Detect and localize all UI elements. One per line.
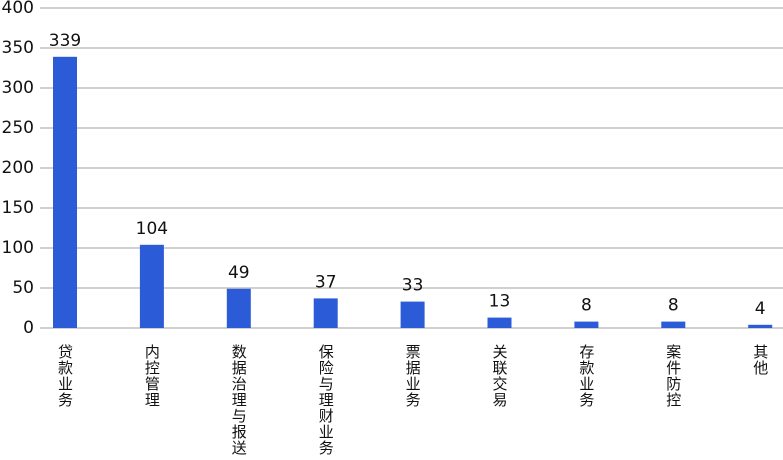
x-tick-label: 贷款业务: [56, 344, 74, 408]
bar: [574, 321, 599, 328]
x-tick-label: 数据治理与报送: [230, 344, 248, 456]
y-tick-label: 150: [2, 198, 34, 218]
value-label: 49: [228, 263, 250, 283]
y-tick-label: 250: [2, 118, 34, 138]
x-tick-label: 存款业务: [577, 344, 595, 408]
y-tick-label: 100: [2, 238, 34, 258]
value-label: 33: [402, 276, 424, 296]
y-tick-label: 50: [12, 278, 34, 298]
bar: [139, 244, 164, 328]
x-tick-label: 案件防控: [664, 343, 682, 408]
x-tick-label: 内控管理: [143, 344, 161, 408]
value-label: 8: [581, 296, 592, 316]
x-tick-label: 关联交易: [491, 344, 509, 408]
y-tick-label: 400: [2, 0, 34, 18]
bar: [748, 324, 773, 328]
bar: [313, 298, 338, 328]
x-tick-label: 票据业务: [404, 344, 422, 408]
value-label: 13: [489, 292, 511, 312]
bar: [53, 56, 77, 329]
x-tick-label: 其他: [751, 344, 769, 376]
value-label: 8: [668, 296, 679, 316]
bar: [400, 301, 425, 328]
bar: [226, 288, 251, 328]
x-tick-label: 保险与理财业务: [317, 344, 335, 456]
value-label: 339: [49, 31, 81, 51]
value-label: 4: [755, 299, 766, 319]
y-tick-label: 200: [2, 158, 34, 178]
value-label: 104: [136, 219, 168, 239]
bar: [487, 317, 512, 328]
bar: [661, 321, 686, 328]
y-tick-label: 350: [2, 38, 34, 58]
y-tick-label: 0: [23, 318, 34, 338]
value-label: 37: [315, 272, 337, 292]
y-tick-label: 300: [2, 78, 34, 98]
